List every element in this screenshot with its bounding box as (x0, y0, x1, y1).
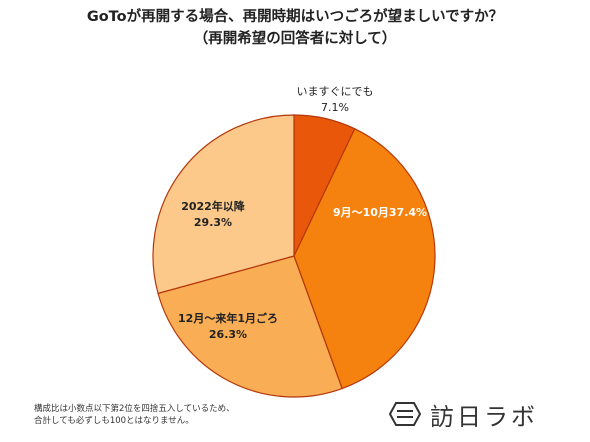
pie-slice-label: 12月～来年1月ごろ (178, 311, 278, 325)
logo-text: 訪日ラボ (430, 402, 538, 431)
footnote: 構成比は小数点以下第2位を四捨五入しているため、 合計しても必ずしも100とはな… (34, 403, 235, 427)
pie-slice (293, 127, 436, 390)
pie-slice (157, 255, 343, 398)
pie-slice-label: いますぐにでも (297, 85, 374, 98)
footnote-line1: 構成比は小数点以下第2位を四捨五入しているため、 (34, 404, 235, 414)
pie-slices (152, 114, 436, 398)
logo-mark-icon (388, 402, 422, 426)
chart-title-line2: （再開希望の回答者に対して） (193, 31, 397, 47)
pie-slice-value: 26.3% (209, 328, 247, 341)
footnote-line2: 合計しても必ずしも100とはなりません。 (34, 416, 194, 426)
pie-slice (152, 114, 295, 295)
pie-slice-value: 29.3% (194, 216, 232, 229)
brand-logo: 訪日ラボ (388, 396, 558, 432)
chart-title: GoToが再開する場合、再開時期はいつごろが望ましいですか？ （再開希望の回答者… (0, 6, 590, 50)
pie-slice-label: 9月～10月37.4% (333, 206, 427, 219)
pie-slice-label: 2022年以降 (181, 199, 246, 213)
chart-title-line1: GoToが再開する場合、再開時期はいつごろが望ましいですか？ (86, 9, 504, 25)
pie-slice-value: 7.1% (321, 101, 349, 114)
pie-labels: いますぐにでも 7.1% 9月～10月37.4% 12月～来年1月ごろ 26.3% 202… (178, 85, 427, 341)
